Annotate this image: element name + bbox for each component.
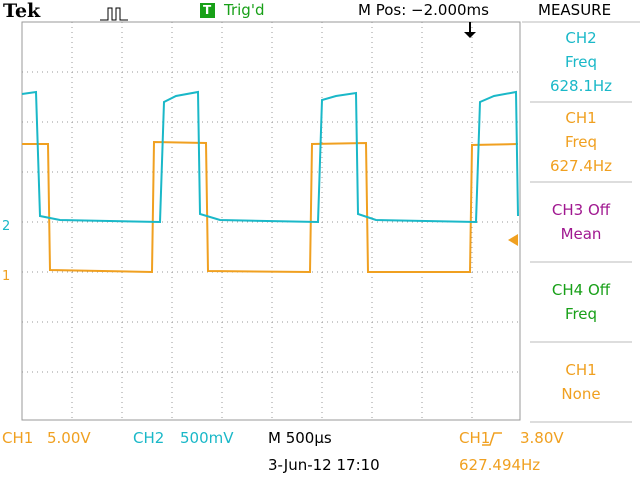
- measure-line: Freq: [564, 305, 598, 323]
- measure-line: CH2: [565, 29, 597, 47]
- brand: Tek: [3, 0, 41, 22]
- trigger-status: Trig'd: [224, 1, 265, 19]
- acquire-icon: [100, 7, 128, 21]
- measure-line: CH3 Off: [551, 201, 611, 219]
- ch2-marker: 2: [2, 219, 11, 234]
- measure-item[interactable]: CH1 None: [522, 358, 640, 406]
- trigger-slope-icon: [482, 432, 502, 446]
- measure-line: Mean: [560, 225, 602, 243]
- trigger-icon: T: [203, 3, 212, 17]
- trigger-position-arrow: [464, 32, 476, 38]
- measure-line: CH1: [565, 109, 597, 127]
- measure-line: CH1: [565, 361, 597, 379]
- measure-line: CH4 Off: [551, 281, 611, 299]
- date-time: 3-Jun-12 17:10: [268, 456, 380, 474]
- ch1-marker: 1: [2, 269, 11, 284]
- trigger-channel: CH1: [459, 429, 491, 447]
- timebase: M 500µs: [268, 429, 332, 447]
- trigger-level: 3.80V: [520, 429, 564, 447]
- measure-line: None: [561, 385, 601, 403]
- trigger-frequency: 627.494Hz: [459, 456, 541, 474]
- ch2-scale: 500mV: [180, 429, 234, 447]
- horizontal-position: M Pos: −2.000ms: [358, 1, 489, 19]
- measure-dividers: [522, 21, 640, 423]
- measure-item[interactable]: CH3 Off Mean: [522, 198, 640, 246]
- measure-title: MEASURE: [538, 1, 612, 19]
- ch1-scale: 5.00V: [47, 429, 91, 447]
- trigger-icon-box: [200, 3, 215, 18]
- ch1-label: CH1: [2, 429, 34, 447]
- ch2-label: CH2: [133, 429, 165, 447]
- graticule-border: [21, 21, 521, 421]
- measure-item[interactable]: CH2 Freq 628.1Hz: [522, 26, 640, 98]
- measure-line: Freq: [564, 53, 598, 71]
- ch1-trace: [22, 140, 519, 274]
- ch2-trace: [21, 90, 519, 224]
- measure-item[interactable]: CH4 Off Freq: [522, 278, 640, 326]
- trigger-level-arrow: [508, 234, 518, 246]
- measure-line: 627.4Hz: [549, 157, 613, 175]
- measure-line: 628.1Hz: [549, 77, 613, 95]
- measure-item[interactable]: CH1 Freq 627.4Hz: [522, 106, 640, 178]
- measure-line: Freq: [564, 133, 598, 151]
